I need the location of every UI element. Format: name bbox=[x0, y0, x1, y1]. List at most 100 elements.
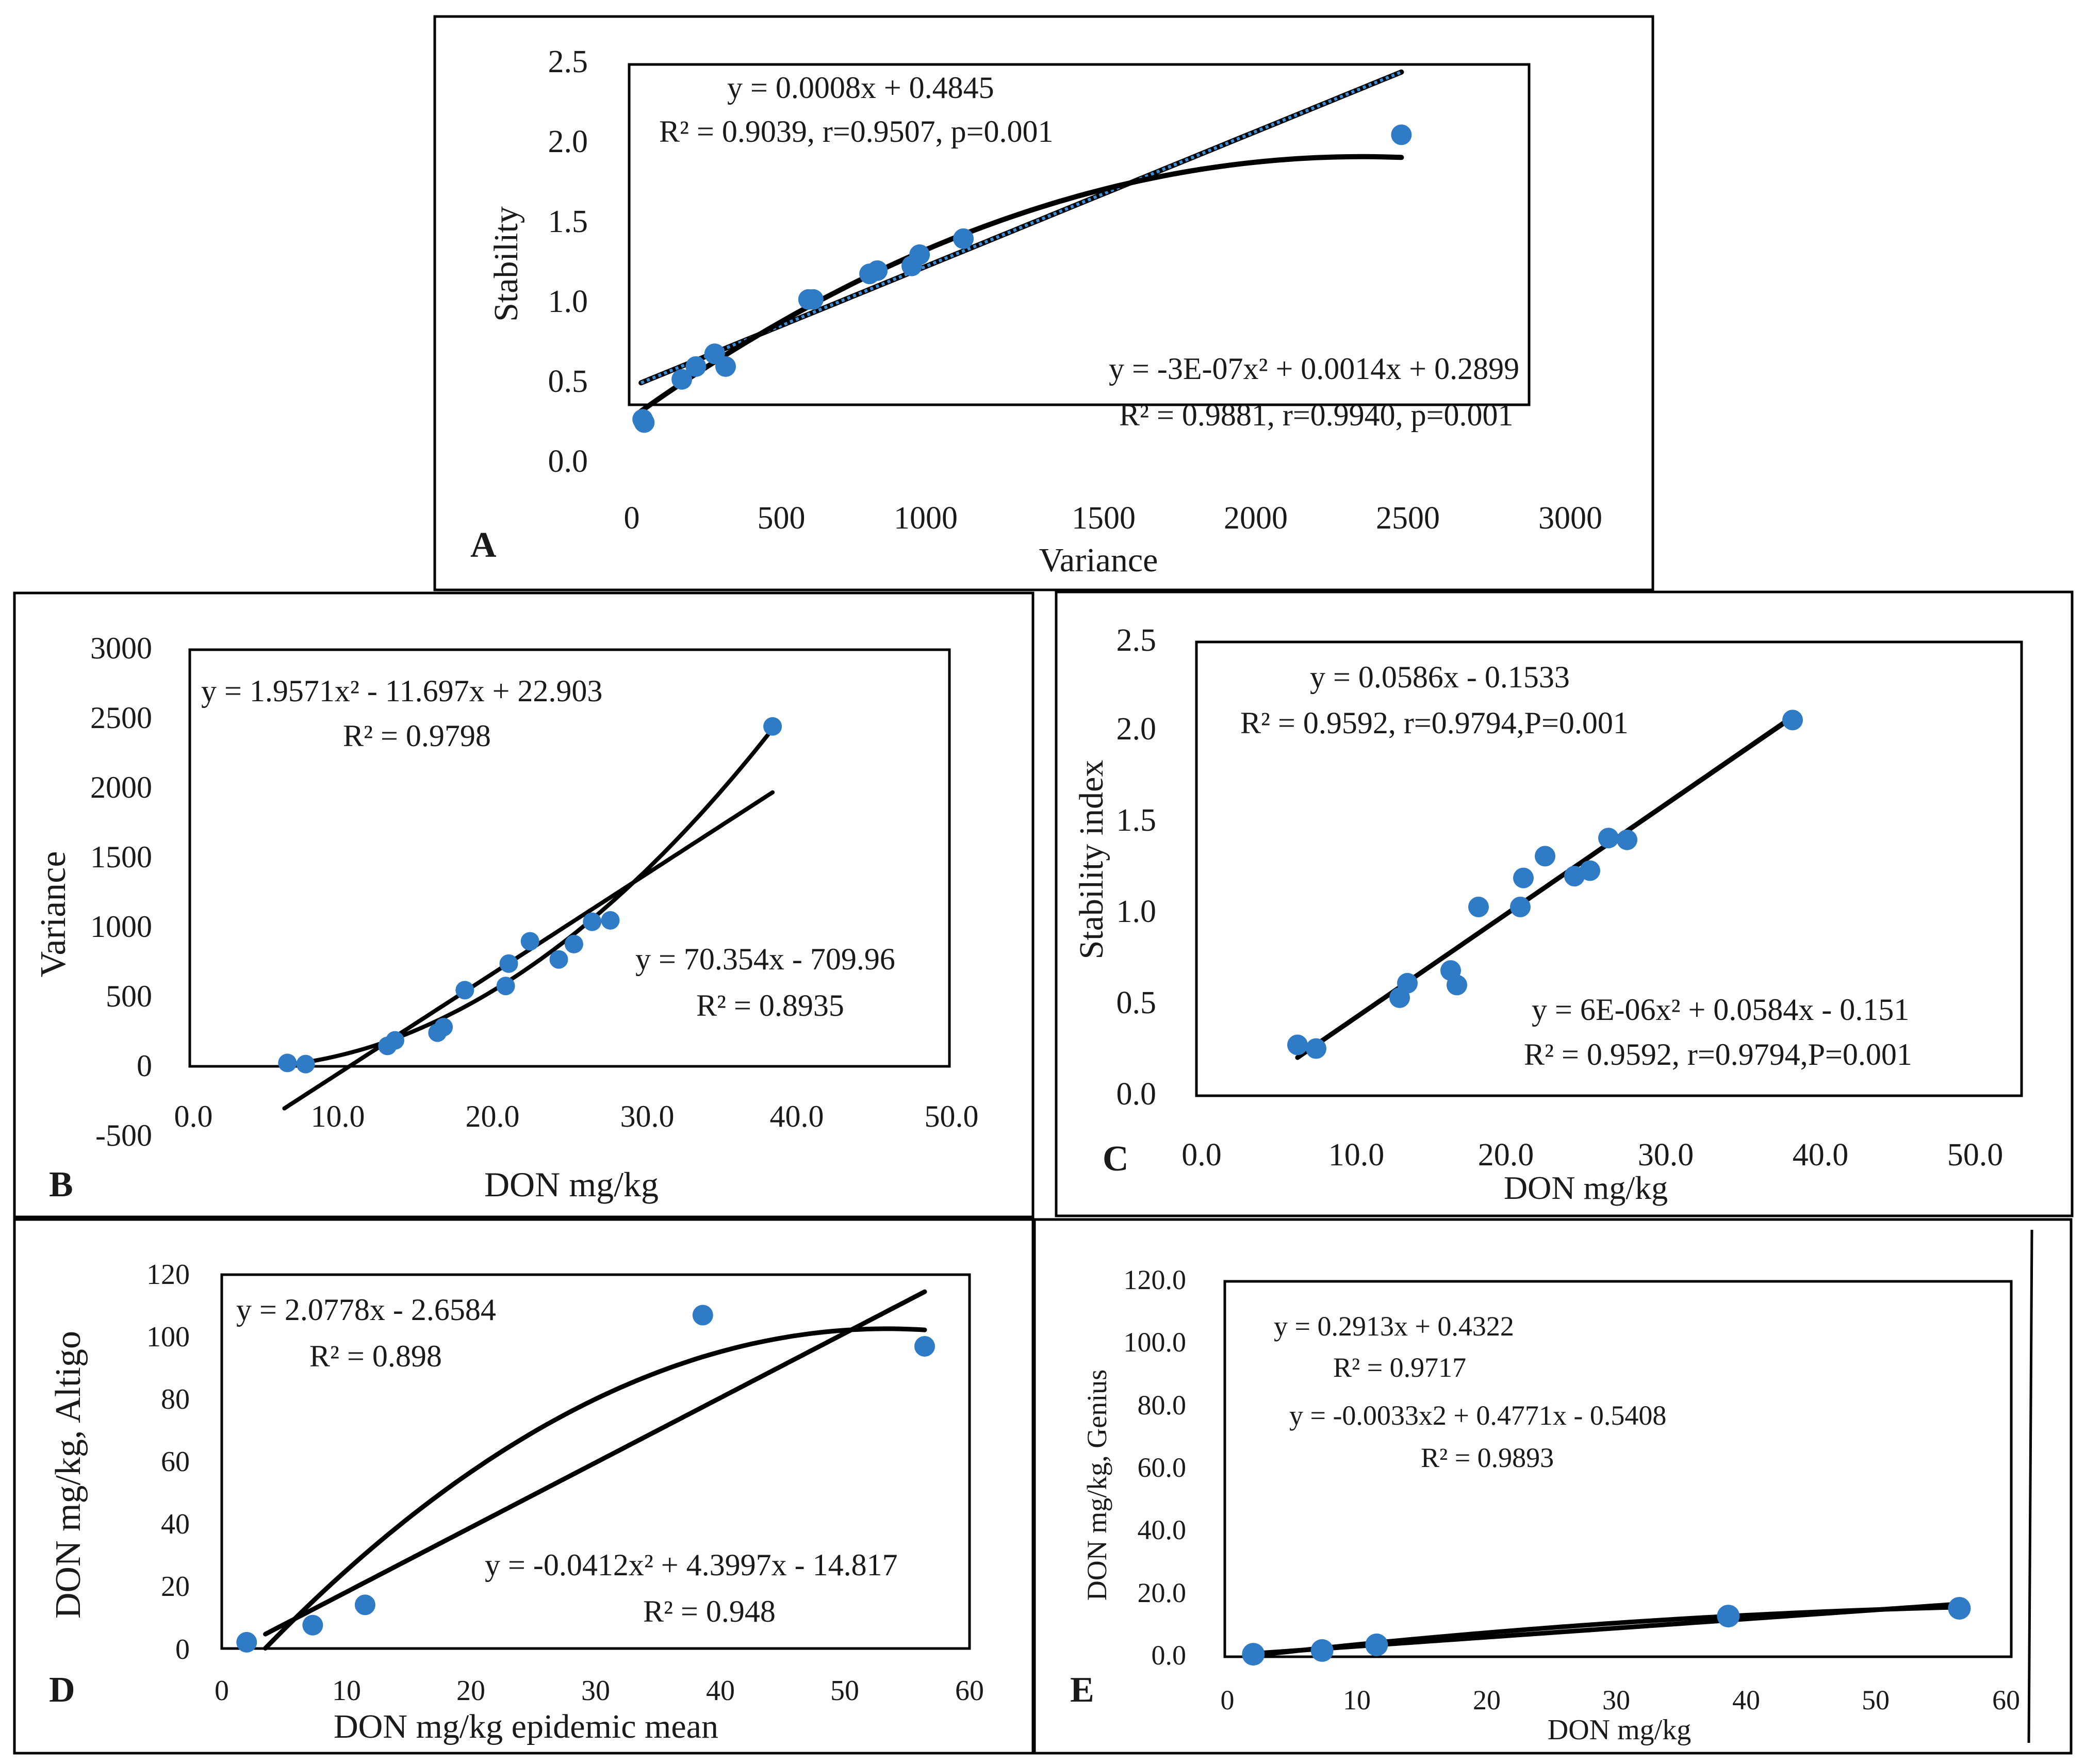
x-tick-label: 60 bbox=[1992, 1685, 2020, 1716]
y-tick-label: 0 bbox=[137, 1049, 152, 1083]
chart-e-fit-linear-r2: R² = 0.9717 bbox=[1333, 1352, 1466, 1383]
chart-d-fit-poly-line bbox=[263, 1326, 927, 1651]
chart-d-x-ticks: 0 10 20 30 40 50 60 bbox=[215, 1675, 984, 1707]
data-point bbox=[583, 912, 602, 931]
chart-b-x-axis-label: DON mg/kg bbox=[484, 1165, 659, 1204]
y-tick-label: 0.0 bbox=[1152, 1640, 1187, 1671]
data-point bbox=[1717, 1605, 1740, 1628]
y-tick-label: 0.0 bbox=[1117, 1077, 1157, 1112]
chart-c-fit-linear-r2: R² = 0.9592, r=0.9794,P=0.001 bbox=[1240, 706, 1629, 740]
chart-a-fit-linear-equation: y = 0.0008x + 0.4845 bbox=[727, 71, 994, 105]
x-tick-label: 30 bbox=[1602, 1685, 1630, 1716]
x-tick-label: 40.0 bbox=[770, 1099, 824, 1133]
chart-a-fit-linear-r2: R² = 0.9039, r=0.9507, p=0.001 bbox=[659, 114, 1054, 149]
x-tick-label: 50.0 bbox=[925, 1099, 979, 1133]
data-point bbox=[1310, 1639, 1334, 1662]
chart-c-fit-poly-r2: R² = 0.9592, r=0.9794,P=0.001 bbox=[1524, 1037, 1912, 1071]
x-tick-label: 10 bbox=[1343, 1685, 1371, 1716]
data-point bbox=[296, 1054, 315, 1074]
data-point bbox=[1564, 866, 1585, 887]
y-tick-label: 0 bbox=[175, 1634, 190, 1666]
x-tick-label: 500 bbox=[758, 501, 806, 536]
y-tick-label: 1.0 bbox=[1117, 894, 1157, 929]
panel-b-frame bbox=[13, 591, 1035, 1218]
chart-a-panel-label: A bbox=[470, 525, 497, 565]
data-point bbox=[1287, 1034, 1308, 1056]
y-tick-label: -500 bbox=[95, 1118, 152, 1152]
data-point bbox=[953, 228, 974, 249]
data-point bbox=[496, 977, 515, 996]
panel-c-frame bbox=[1055, 590, 2074, 1217]
data-point bbox=[1513, 867, 1534, 888]
chart-c: 0.0 0.5 1.0 1.5 2.0 2.5 0.0 10.0 20.0 30… bbox=[1073, 623, 2023, 1206]
data-point bbox=[1365, 1633, 1388, 1656]
data-point bbox=[914, 1336, 935, 1357]
data-point bbox=[455, 981, 474, 1000]
data-point bbox=[1598, 828, 1619, 849]
chart-e-x-ticks: 0 10 20 30 40 50 60 bbox=[1221, 1685, 2021, 1716]
chart-e-marks bbox=[1242, 1597, 1971, 1666]
panel-e-frame bbox=[1033, 1218, 2073, 1755]
chart-e-fit-poly-equation: y = -0.0033x2 + 0.4771x - 0.5408 bbox=[1289, 1400, 1666, 1431]
chart-a-x-axis-label: Variance bbox=[1039, 541, 1158, 579]
chart-a-marks bbox=[632, 69, 1412, 433]
chart-d-y-axis-label: DON mg/kg, Altigo bbox=[48, 1331, 88, 1619]
data-point bbox=[1948, 1597, 1971, 1620]
chart-b-x-ticks: 0.0 10.0 20.0 30.0 40.0 50.0 bbox=[174, 1099, 979, 1133]
x-tick-label: 40 bbox=[1732, 1685, 1760, 1716]
y-tick-label: 1000 bbox=[90, 910, 152, 944]
x-tick-label: 0 bbox=[1221, 1685, 1235, 1716]
chart-b-marks bbox=[278, 717, 782, 1111]
chart-a-plot-area bbox=[628, 63, 1531, 406]
x-tick-label: 30.0 bbox=[1638, 1137, 1694, 1173]
data-point bbox=[520, 932, 539, 951]
chart-b-fit-poly-r2: R² = 0.9798 bbox=[343, 719, 491, 753]
y-tick-label: 1.5 bbox=[548, 204, 588, 239]
chart-c-y-ticks: 0.0 0.5 1.0 1.5 2.0 2.5 bbox=[1117, 623, 1157, 1112]
y-tick-label: 2000 bbox=[90, 770, 152, 804]
data-point bbox=[236, 1631, 257, 1653]
chart-b-y-axis-label: Variance bbox=[34, 851, 73, 978]
data-point bbox=[564, 934, 583, 953]
y-tick-label: 2.0 bbox=[1117, 712, 1157, 747]
data-point bbox=[1447, 975, 1467, 996]
panel-d-frame bbox=[13, 1218, 1035, 1755]
chart-c-plot-area bbox=[1195, 640, 2023, 1097]
data-point bbox=[1242, 1643, 1265, 1666]
y-tick-label: 80.0 bbox=[1138, 1390, 1187, 1421]
y-tick-label: 3000 bbox=[90, 631, 152, 665]
chart-d-x-axis-label: DON mg/kg epidemic mean bbox=[334, 1708, 718, 1745]
chart-e: 0.0 20.0 40.0 60.0 80.0 100.0 120.0 0 10… bbox=[1070, 1264, 2020, 1746]
data-point bbox=[302, 1614, 323, 1636]
y-tick-label: 0.0 bbox=[548, 444, 588, 479]
x-tick-label: 50 bbox=[1862, 1685, 1890, 1716]
data-point bbox=[434, 1017, 453, 1036]
data-point bbox=[601, 911, 620, 930]
x-tick-label: 20.0 bbox=[1478, 1137, 1534, 1173]
chart-d-panel-label: D bbox=[49, 1670, 75, 1710]
chart-c-x-ticks: 0.0 10.0 20.0 30.0 40.0 50.0 bbox=[1181, 1137, 2003, 1173]
data-point bbox=[802, 289, 824, 310]
chart-b-fit-linear-equation: y = 70.354x - 709.96 bbox=[635, 942, 895, 976]
chart-e-y-axis-label: DON mg/kg, Genius bbox=[1081, 1370, 1112, 1601]
data-point bbox=[685, 356, 707, 377]
chart-d-fit-linear-r2: R² = 0.898 bbox=[309, 1339, 442, 1373]
data-point bbox=[867, 260, 888, 281]
data-point bbox=[692, 1305, 713, 1326]
data-point bbox=[634, 412, 655, 433]
chart-a-fit-poly-line bbox=[638, 154, 1404, 414]
chart-c-fit-poly-equation: y = 6E-06x² + 0.0584x - 0.151 bbox=[1532, 993, 1909, 1027]
chart-c-fit-linear-equation: y = 0.0586x - 0.1533 bbox=[1310, 660, 1570, 694]
y-tick-label: 60 bbox=[161, 1446, 190, 1478]
chart-c-marks bbox=[1287, 710, 1803, 1060]
y-tick-label: 60.0 bbox=[1138, 1452, 1187, 1483]
data-point bbox=[1397, 972, 1418, 994]
data-point bbox=[1535, 846, 1555, 867]
x-tick-label: 10 bbox=[332, 1675, 361, 1707]
chart-e-panel-label: E bbox=[1070, 1670, 1094, 1710]
y-tick-label: 40 bbox=[161, 1508, 190, 1540]
chart-c-panel-label: C bbox=[1103, 1139, 1129, 1179]
chart-e-x-axis-label: DON mg/kg bbox=[1548, 1714, 1691, 1746]
data-point bbox=[1617, 829, 1637, 850]
